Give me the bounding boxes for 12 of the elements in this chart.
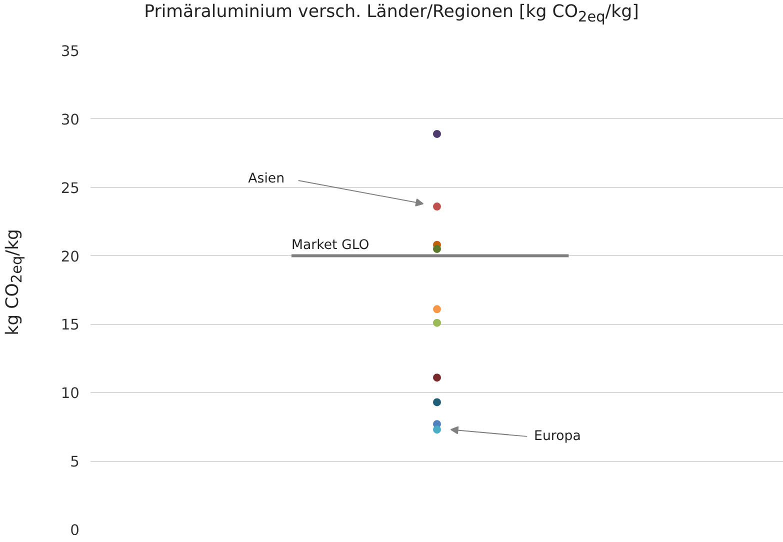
y-tick-label: 15 bbox=[60, 316, 80, 334]
ref-line-label: Market GLO bbox=[291, 238, 370, 253]
y-tick-label: 0 bbox=[70, 522, 80, 539]
y-tick-label: 5 bbox=[70, 454, 80, 471]
y-tick-label: 20 bbox=[60, 248, 80, 266]
annotation: Asien bbox=[248, 172, 285, 187]
y-tick-label: 30 bbox=[60, 111, 80, 128]
chart-title: Primäraluminium versch. Länder/Regionen [kg CO$_{2eq}$/kg] bbox=[143, 1, 640, 28]
annotation: Europa bbox=[534, 428, 581, 444]
y-tick-label: 35 bbox=[60, 43, 80, 60]
y-tick-label: 25 bbox=[60, 180, 80, 197]
y-tick-label: 10 bbox=[60, 385, 80, 402]
